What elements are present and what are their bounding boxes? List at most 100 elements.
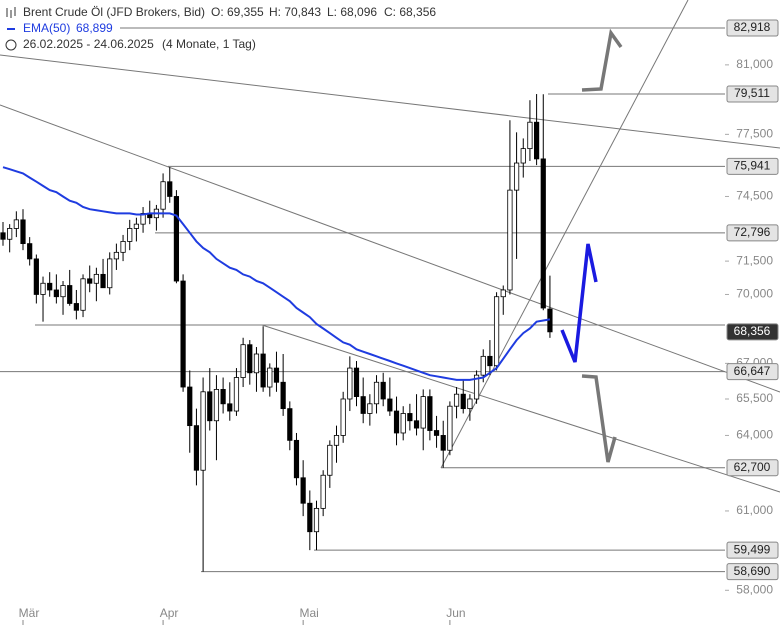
candle-body (220, 389, 226, 405)
y-tick-label: 71,500 (736, 253, 773, 267)
candle-body (7, 228, 13, 240)
trend-line (0, 54, 780, 149)
candle-body (280, 381, 286, 410)
level-label: 79,511 (734, 86, 770, 100)
level-box (726, 541, 779, 559)
candle-body (187, 386, 193, 427)
level-box (726, 459, 779, 477)
level-label: 66,647 (734, 364, 771, 378)
candle-body (460, 393, 466, 410)
candle-body (453, 393, 460, 407)
candle-body (267, 367, 273, 388)
candle-body (407, 413, 413, 422)
date-range: 26.02.2025 - 24.06.2025 (23, 37, 154, 51)
y-tick-label: 58,000 (736, 582, 773, 596)
candle-body (20, 219, 26, 245)
level-label: 72,796 (734, 225, 771, 239)
candle-body (107, 258, 113, 289)
candle-body (440, 435, 446, 451)
candle-body (120, 241, 126, 253)
candle-body (93, 273, 99, 284)
trend-lines (0, 0, 780, 493)
arrow-blue (560, 243, 598, 363)
last-price-label: 68,356 (734, 324, 771, 338)
y-tick-label: 77,500 (736, 127, 773, 141)
candle-body (287, 408, 293, 441)
y-tick-label: 70,000 (736, 287, 773, 301)
candle-body (320, 474, 326, 509)
x-tick-label: Apr (160, 606, 179, 620)
candle-body (293, 439, 300, 479)
ema-value: 68,899 (76, 21, 113, 35)
candle-body (300, 477, 306, 504)
candle-body (333, 435, 340, 446)
candle-body (247, 344, 253, 374)
candle-body (427, 396, 433, 431)
candle-body (520, 148, 526, 164)
level-label: 59,499 (734, 542, 771, 556)
candle-body (240, 344, 246, 378)
candle-body (133, 223, 139, 229)
last-price-box (726, 323, 779, 341)
level-box (726, 224, 779, 242)
y-tick-label: 64,000 (736, 428, 773, 442)
candle-body (307, 502, 313, 533)
candle-body (500, 289, 506, 298)
candle-body (273, 367, 280, 383)
y-tick-label: 81,000 (736, 57, 773, 71)
candle-body (180, 280, 186, 388)
candle-body (193, 425, 200, 471)
candle-body (160, 181, 166, 210)
level-box (726, 563, 779, 581)
candle-body (47, 282, 53, 291)
candle-body (73, 303, 79, 311)
candle-body (27, 243, 33, 260)
candle-body (540, 158, 546, 309)
ema-legend: EMA(50) (23, 21, 70, 35)
arrow-up (581, 28, 623, 92)
candle-body (260, 353, 266, 388)
candle-body (140, 213, 146, 225)
candle-body (487, 355, 493, 367)
candle-body (367, 403, 373, 414)
close: C: 68,356 (384, 5, 436, 19)
candle-body (400, 413, 406, 434)
candle-body (233, 377, 240, 412)
candle-body (373, 381, 380, 405)
arrow-down (581, 374, 617, 463)
candle-body (467, 398, 473, 410)
chart-icon (6, 7, 16, 18)
level-box (726, 157, 779, 175)
header: Brent Crude Öl (JFD Brokers, Bid) O: 69,… (5, 5, 436, 51)
low: L: 68,096 (327, 5, 377, 19)
candle-body (33, 258, 39, 295)
candle-body (60, 285, 66, 298)
candle-body (507, 189, 513, 291)
candle-body (40, 282, 46, 295)
trend-line (440, 0, 689, 469)
candle-body (227, 403, 233, 412)
title: Brent Crude Öl (JFD Brokers, Bid) (23, 5, 205, 19)
open: O: 69,355 (211, 5, 264, 19)
candle-body (527, 121, 533, 150)
candle-body (313, 507, 320, 533)
level-box (726, 19, 779, 37)
candle-body (447, 405, 453, 451)
candle-body (327, 444, 333, 476)
candle-body (380, 381, 386, 400)
clock-icon (5, 39, 17, 51)
candle-body (253, 353, 260, 374)
level-box (726, 85, 779, 103)
level-label: 75,941 (734, 158, 771, 172)
y-tick-label: 61,000 (736, 503, 773, 517)
candle-body (200, 391, 206, 471)
y-tick-label: 65,500 (736, 391, 773, 405)
candle-body (173, 196, 180, 282)
ema-line (2, 166, 551, 381)
candle-body (0, 232, 6, 240)
candle-body (80, 278, 86, 311)
candle-body (413, 420, 420, 429)
candle-body (213, 389, 220, 422)
candle-body (113, 251, 119, 260)
